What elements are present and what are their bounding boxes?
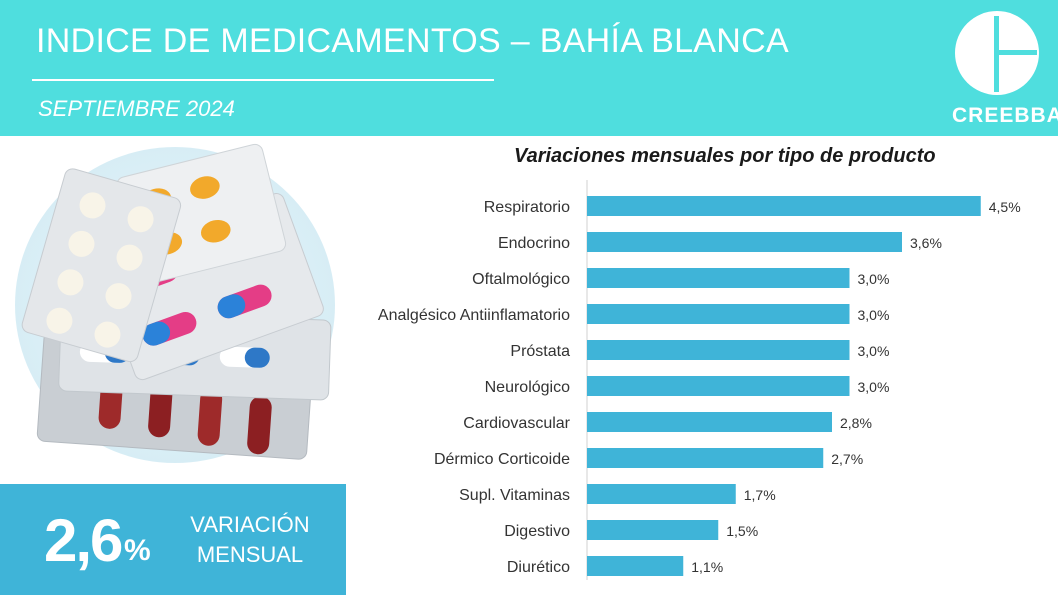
data-label: 1,1% (691, 559, 723, 575)
chart-title: Variaciones mensuales por tipo de produc… (514, 145, 936, 167)
category-label: Cardiovascular (463, 415, 570, 432)
kpi-unit: % (124, 534, 151, 567)
category-label: Respiratorio (484, 199, 570, 216)
bar (587, 448, 824, 468)
data-label: 3,0% (858, 343, 890, 359)
category-label: Analgésico Antiinflamatorio (378, 307, 570, 324)
category-label: Dérmico Corticoide (434, 451, 570, 468)
bar (587, 376, 850, 396)
header-banner: INDICE DE MEDICAMENTOS – BAHÍA BLANCA SE… (0, 0, 1058, 136)
category-label: Diurético (507, 559, 570, 576)
bar (587, 196, 981, 216)
bar (587, 520, 719, 540)
creebba-logo-icon (955, 11, 1039, 95)
bar (587, 304, 850, 324)
data-label: 1,7% (744, 487, 776, 503)
data-label: 2,8% (840, 415, 872, 431)
category-label: Supl. Vitaminas (459, 487, 570, 504)
data-label: 3,0% (858, 379, 890, 395)
kpi-label-line2: MENSUAL (196, 542, 304, 567)
data-label: 2,7% (831, 451, 863, 467)
kpi-label: VARIACIÓN MENSUAL (176, 510, 324, 570)
bar (587, 484, 736, 504)
data-label: 3,6% (910, 235, 942, 251)
medicine-pills-blister-icon (15, 143, 335, 463)
category-label: Neurológico (485, 379, 570, 396)
category-label: Próstata (510, 343, 570, 360)
bar (587, 268, 850, 288)
kpi-label-line1: VARIACIÓN (190, 512, 310, 537)
bar (587, 340, 850, 360)
bar-chart: Respiratorio 4,5% Endocrino 3,6% Oftalmológi… (378, 180, 1021, 580)
category-label: Oftalmológico (472, 271, 570, 288)
category-label: Digestivo (504, 523, 570, 540)
page-title: INDICE DE MEDICAMENTOS – BAHÍA BLANCA (36, 22, 789, 60)
bar (587, 412, 832, 432)
monthly-variation-card: 2,6 % VARIACIÓN MENSUAL (0, 484, 346, 595)
data-label: 3,0% (858, 307, 890, 323)
title-divider (32, 79, 494, 81)
brand-name: CREEBBA (952, 104, 1058, 127)
data-label: 1,5% (726, 523, 758, 539)
data-label: 4,5% (989, 199, 1021, 215)
category-label: Endocrino (498, 235, 570, 252)
data-label: 3,0% (858, 271, 890, 287)
bar (587, 232, 902, 252)
period-subtitle: SEPTIEMBRE 2024 (38, 96, 235, 121)
bar (587, 556, 684, 576)
kpi-value: 2,6 (44, 507, 123, 574)
